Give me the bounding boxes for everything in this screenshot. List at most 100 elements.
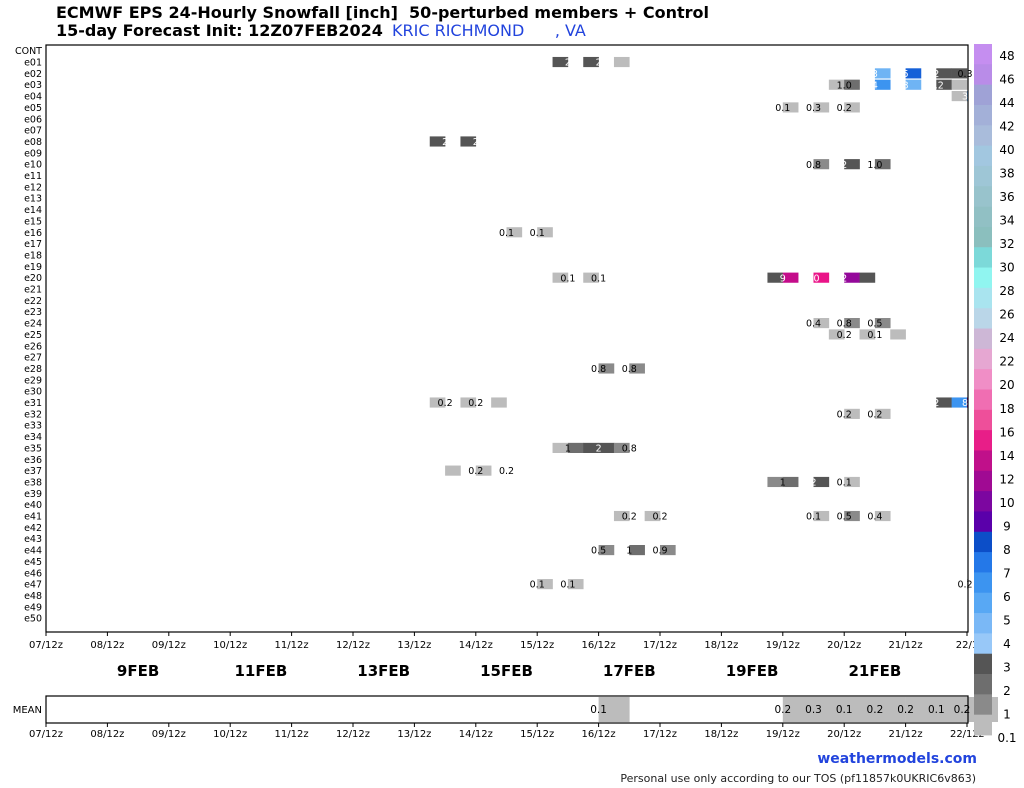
member-label: e21 [24,285,42,296]
snowfall-value-label: 0.8 [622,364,637,375]
snowfall-cell [828,329,845,340]
mean-x-tick-label: 09/12z [152,729,186,740]
colorbar-swatch [974,552,992,573]
snowfall-value-label: 0.5 [867,319,882,330]
colorbar-swatch [974,714,992,736]
snowfall-cell [951,68,968,79]
station-label: KRIC RICHMOND , VA [392,21,586,40]
mean-x-tick-label: 17/12z [643,729,677,740]
mean-value-label: 0.2 [897,704,914,716]
snowfall-cell [828,79,845,90]
member-label: e18 [24,250,42,261]
x-tick-label: 10/12z [213,640,247,651]
colorbar-label: 24 [999,331,1014,345]
member-label: e16 [24,228,42,239]
chart-subtitle: 15-day Forecast Init: 12Z07FEB2024 [56,21,383,40]
snowfall-value-label: 2 [473,137,479,148]
colorbar-label: 14 [999,449,1014,463]
snowfall-cell [874,68,891,79]
mean-x-axis: 07/12z 08/12z 09/12z 10/12z 11/12z 12/12z 13/1… [29,723,984,740]
x-tick-label: 14/12z [459,640,493,651]
mean-cell [874,697,906,722]
snowfall-cell [936,79,952,90]
snowfall-value-label: 1.0 [837,80,852,91]
colorbar-label: 7 [1003,566,1011,580]
snowfall-value-label: 3 [962,92,968,103]
member-cell-labels: 2 23 5 2 0.31.0 4 3 0.230.1 0.3 0.22 20.8 2 1.00.1 0.… [438,58,973,591]
member-label: e40 [24,500,42,511]
mean-value-label: 0.2 [867,704,884,716]
date-label: 15FEB [480,662,533,680]
member-label: e29 [24,375,42,386]
snowfall-value-label: 2 [841,273,847,284]
snowfall-value-label: 2 [442,137,448,148]
snowfall-value-label: 1 [780,478,786,489]
snowfall-cell [583,272,599,283]
mean-row-label: MEAN [13,705,42,716]
date-label: 9FEB [117,662,159,680]
snowfall-value-label: 0.1 [775,103,790,114]
member-label: e25 [24,330,42,341]
mean-cell [813,697,845,722]
snowfall-cell [537,579,553,590]
snowfall-cell [445,465,461,476]
colorbar-swatch [974,633,992,655]
snowfall-cell [660,545,676,556]
snowfall-cell [629,545,645,556]
member-label: e24 [24,319,42,330]
snowfall-value-label: 0.1 [499,228,514,239]
snowfall-value-label: 2 [565,58,571,69]
colorbar-label: 4 [1003,637,1011,651]
snowfall-cell [506,227,523,238]
site-credit[interactable]: weathermodels.com [817,751,977,767]
snowfall-cell [613,56,630,68]
date-axis: 9FEB 11FEB 13FEB 15FEB 17FEB 19FEB 21FEB [117,662,901,680]
x-tick-label: 22/1 [956,640,978,651]
colorbar-label: 22 [999,355,1014,369]
member-label: e49 [24,602,42,613]
x-tick-label: 11/12z [275,640,309,651]
colorbar-swatch [974,267,992,289]
colorbar-swatch [974,491,992,512]
member-label: e38 [24,477,42,488]
date-label: 19FEB [726,662,779,680]
member-label: e36 [24,455,42,466]
tos-notice: Personal use only according to our TOS (… [620,772,976,785]
snowfall-value-label: 0.2 [468,466,483,477]
snowfall-cell [460,136,477,147]
snowfall-cell [859,272,876,283]
snowfall-value-label: 0.1 [806,512,821,523]
colorbar-swatch [974,389,992,411]
member-label: e47 [24,580,42,591]
mean-cell [598,697,630,722]
snowfall-cell [491,397,507,408]
mean-x-tick-label: 08/12z [90,729,124,740]
snowfall-value-label: 1 [565,444,571,455]
colorbar: 4846444240383634323028262422201816141210… [974,44,1017,745]
colorbar-swatch [974,328,992,350]
snowfall-cell [890,329,906,340]
x-tick-label: 08/12z [90,640,124,651]
colorbar-swatch [974,694,992,716]
colorbar-label: 20 [999,378,1014,392]
member-label: e42 [24,523,42,534]
snowfall-value-label: 0.8 [591,364,606,375]
member-label: e32 [24,409,42,420]
snowfall-cell [567,579,584,590]
colorbar-label: 6 [1003,590,1011,604]
snowfall-cell [782,476,799,488]
mean-x-tick-label: 21/12z [889,729,923,740]
snowfall-cell [874,79,891,90]
snowfall-cell [767,272,784,283]
colorbar-swatch [974,104,992,126]
mean-x-tick-label: 19/12z [766,729,800,740]
snowfall-cell [813,476,830,488]
mean-x-tick-label: 15/12z [520,729,554,740]
snowfall-cell [905,79,922,90]
mean-x-tick-label: 20/12z [827,729,861,740]
snowfall-value-label: 0.8 [806,160,821,171]
snowfall-value-label: 0.1 [591,273,606,284]
member-label: e23 [24,307,42,318]
colorbar-swatch [974,125,992,147]
mean-x-tick-label: 11/12z [275,729,309,740]
